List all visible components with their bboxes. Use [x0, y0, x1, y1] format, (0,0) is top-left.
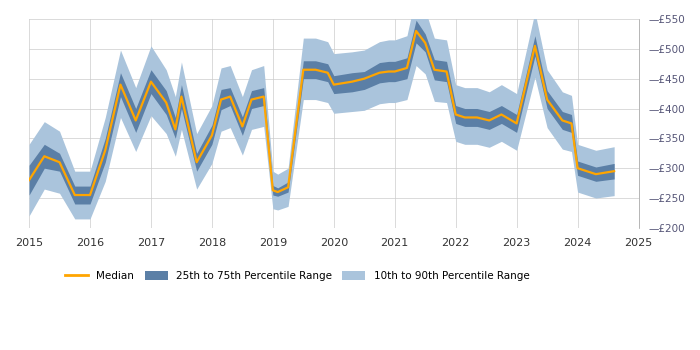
Legend: Median, 25th to 75th Percentile Range, 10th to 90th Percentile Range: Median, 25th to 75th Percentile Range, 1…	[61, 267, 533, 285]
